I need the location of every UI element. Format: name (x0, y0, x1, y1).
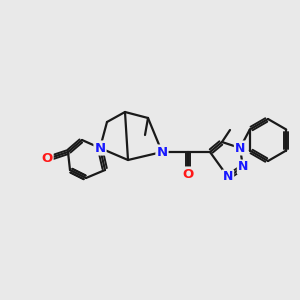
Text: O: O (182, 167, 194, 181)
Text: O: O (41, 152, 52, 164)
Text: N: N (235, 142, 245, 154)
Text: N: N (223, 170, 233, 184)
Text: N: N (94, 142, 106, 154)
Text: N: N (156, 146, 168, 158)
Text: N: N (238, 160, 248, 173)
